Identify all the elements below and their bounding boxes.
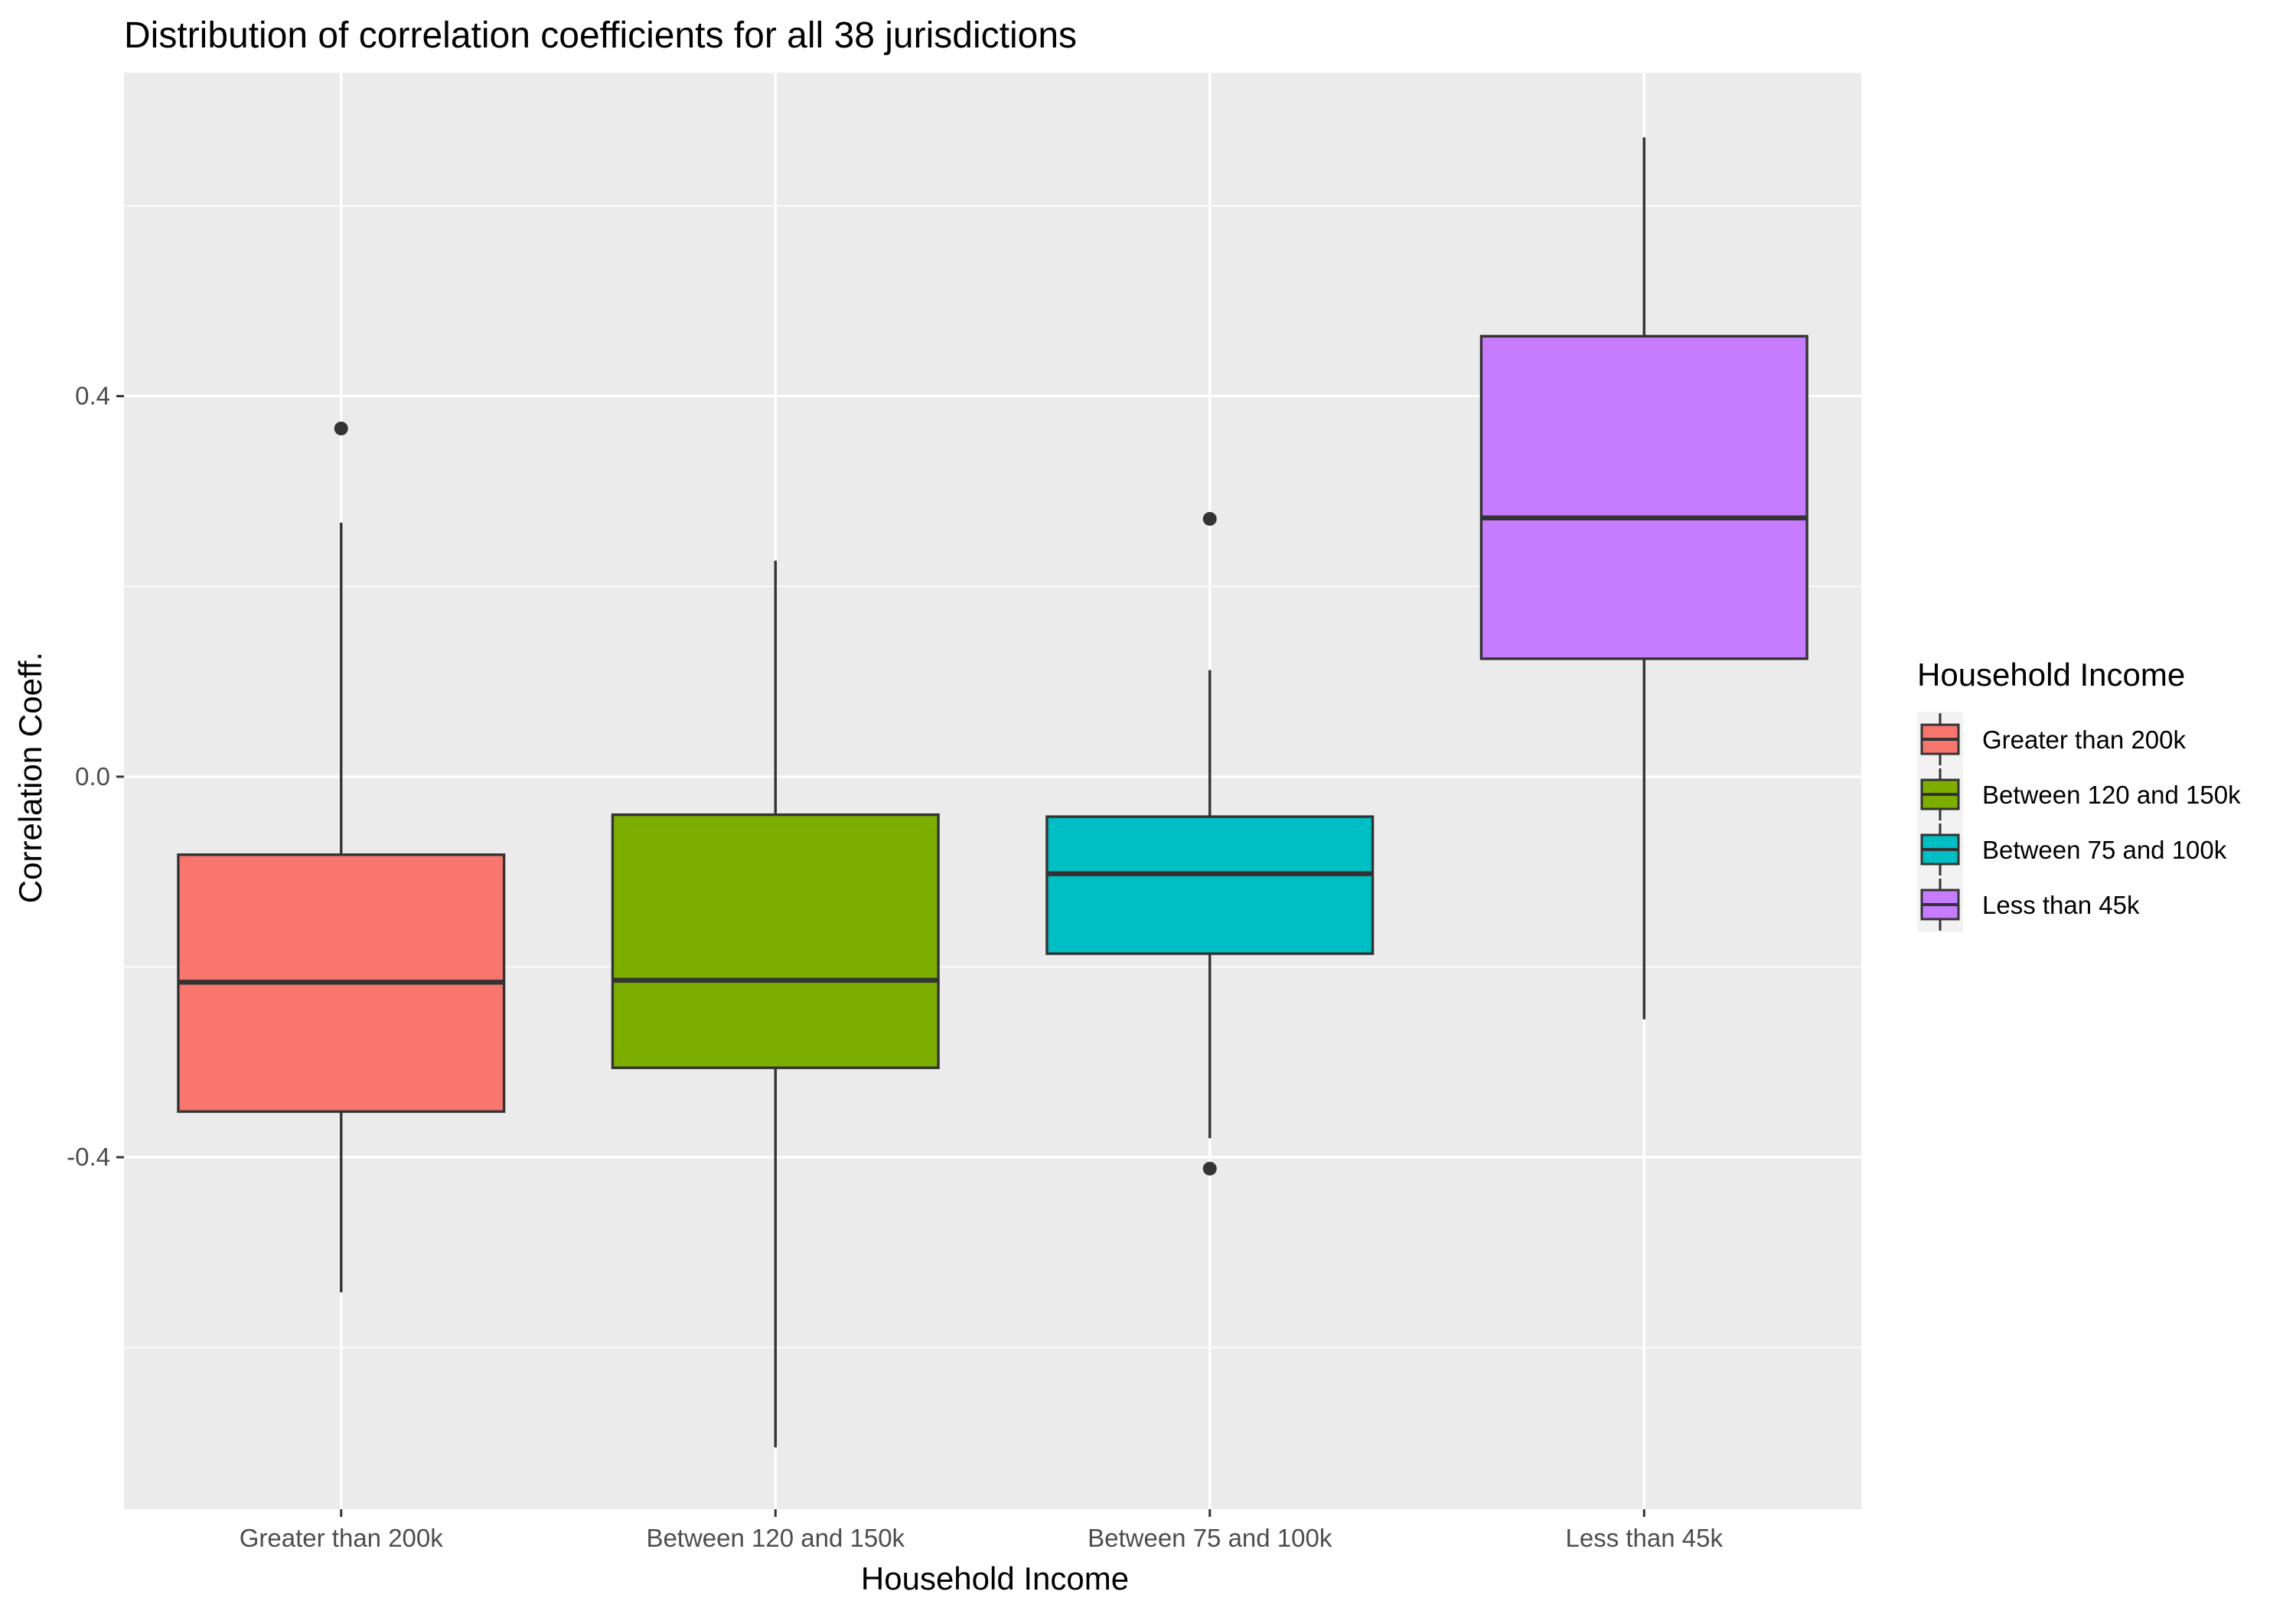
panel-background [124, 73, 1861, 1509]
box-iqr [1045, 815, 1375, 955]
legend-label: Between 120 and 150k [1982, 781, 2241, 809]
box-1 [177, 421, 506, 1293]
y-tick-label: 0.4 [75, 382, 110, 410]
legend-item: Between 75 and 100k [1920, 823, 2227, 876]
legend-item: Greater than 200k [1920, 713, 2186, 765]
x-axis: Greater than 200k Between 120 and 150k Bet… [240, 1509, 1724, 1552]
outlier-point [334, 421, 348, 435]
chart-title: Distribution of correlation coefficients… [124, 15, 1077, 56]
legend-item: Less than 45k [1920, 879, 2140, 931]
x-tick-label: Between 120 and 150k [646, 1524, 905, 1552]
y-tick-label: 0.0 [75, 762, 110, 791]
y-axis-title: Correlation Coeff. [12, 652, 48, 903]
legend-label: Between 75 and 100k [1982, 836, 2227, 864]
box-3 [1045, 511, 1375, 1176]
legend-label: Greater than 200k [1982, 726, 2186, 754]
legend: Household Income Greater than 200k Betwee… [1917, 657, 2241, 932]
box-iqr [611, 813, 940, 1069]
legend-item: Between 120 and 150k [1920, 768, 2241, 820]
box-2 [611, 560, 940, 1448]
x-tick-label: Less than 45k [1566, 1524, 1724, 1552]
plot-panel [124, 73, 1861, 1509]
outlier-point [1202, 1161, 1217, 1176]
y-tick-label: -0.4 [67, 1143, 110, 1171]
x-tick-label: Between 75 and 100k [1088, 1524, 1332, 1552]
box-4 [1479, 137, 1808, 1019]
legend-title: Household Income [1917, 657, 2185, 693]
x-axis-title: Household Income [861, 1560, 1129, 1596]
outlier-point [1202, 511, 1217, 526]
x-tick-label: Greater than 200k [240, 1524, 443, 1552]
y-axis: -0.4 0.0 0.4 [67, 382, 124, 1171]
legend-label: Less than 45k [1982, 891, 2140, 919]
box-iqr [1479, 334, 1808, 660]
